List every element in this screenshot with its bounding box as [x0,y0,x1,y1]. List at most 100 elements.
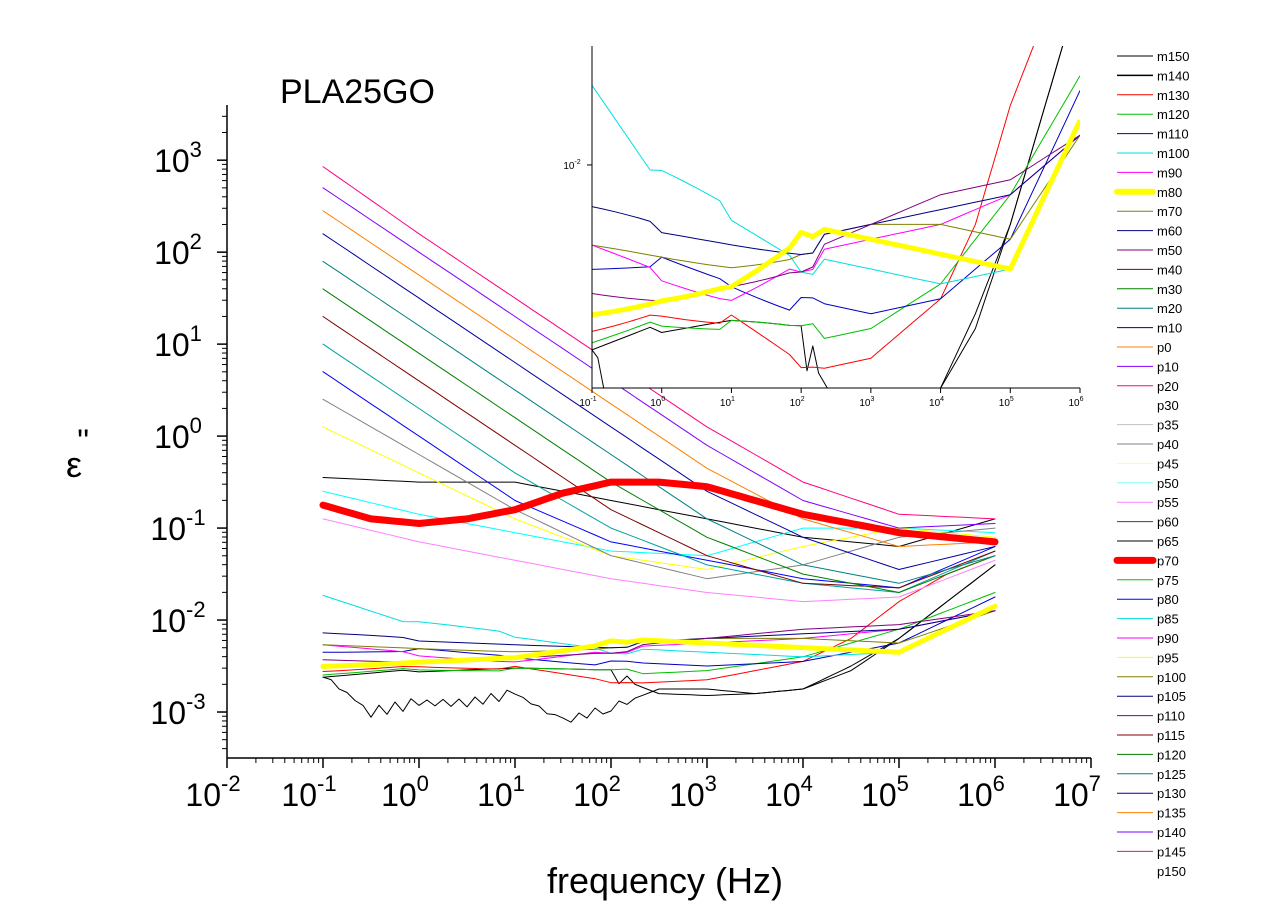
legend-item-p100: p100 [1117,670,1186,685]
series-line-m110 [322,596,996,667]
legend-label: m130 [1157,88,1190,103]
legend-item-m70: m70 [1117,204,1182,219]
legend-item-m60: m60 [1117,224,1182,239]
series-line-p80 [322,371,996,589]
legend-label: m50 [1157,243,1182,258]
y-tick-exponent: 0 [190,413,202,438]
series-line-p70 [319,478,999,546]
legend-label: p85 [1157,612,1179,627]
legend-item-p0: p0 [1117,340,1171,355]
inset-series-line-m150 [592,46,1064,388]
y-axis-label-primes: '' [77,423,89,459]
x-tick-exponent: 3 [705,771,717,796]
x-tick-exponent: 6 [993,771,1005,796]
series-line-p40 [322,398,996,580]
inset-x-tick-exponent: 6 [1080,396,1084,403]
legend-label: p130 [1157,786,1186,801]
legend-label: m20 [1157,301,1182,316]
legend-label: p110 [1157,709,1185,724]
x-tick-exponent: 7 [1089,771,1101,796]
series-line-m90 [322,610,996,663]
legend-item-m10: m10 [1117,321,1182,336]
legend-label: m70 [1157,204,1182,219]
y-tick-label: 101 [154,321,202,363]
legend-item-p115: p115 [1117,728,1185,743]
inset-x-tick-exponent: -1 [590,396,596,403]
legend-label: p125 [1157,767,1186,782]
inset-y-tick-exponent: -2 [574,159,580,166]
series-line-p130 [322,233,996,570]
inset-x-tick-exponent: 3 [870,396,874,403]
x-tick-exponent: 5 [897,771,909,796]
y-tick-label: 102 [154,229,202,271]
x-axis-label: frequency (Hz) [547,860,783,901]
series-line-m150 [322,564,996,723]
inset-series-line-m140 [592,46,1064,388]
legend-label: p40 [1157,437,1179,452]
y-tick-label: 10-2 [150,597,205,639]
inset-series-line-m110 [592,90,1080,315]
legend-item-p40: p40 [1117,437,1179,452]
legend-item-m40: m40 [1117,262,1182,277]
series-line-m80 [320,603,998,669]
legend-label: p105 [1157,689,1186,704]
inset-series-line-m100 [592,85,1080,285]
x-tick-exponent: -2 [221,771,241,796]
legend-label: p145 [1157,844,1186,859]
x-tick-label: 102 [573,771,621,813]
legend-item-p65: p65 [1117,534,1179,549]
series-line-m120 [322,592,996,676]
x-tick-label: 10-1 [281,771,336,813]
legend-item-m100: m100 [1117,146,1190,161]
inset-x-tick-label: 105 [999,396,1014,409]
legend-item-p70: p70 [1113,553,1179,568]
series-line-p65 [322,477,996,547]
legend-item-m90: m90 [1117,165,1182,180]
x-tick-label: 104 [765,771,813,813]
legend-item-p110: p110 [1117,709,1185,724]
series-line-p95 [322,343,996,593]
legend-label: p90 [1157,631,1179,646]
inset-x-tick-label: 101 [720,396,735,409]
legend-item-p55: p55 [1117,495,1179,510]
legend-label: p10 [1157,359,1179,374]
y-tick-exponent: 1 [190,321,202,346]
x-tick-label: 106 [957,771,1005,813]
legend-item-p75: p75 [1117,573,1179,588]
legend-label: m90 [1157,165,1182,180]
inset-x-tick-exponent: 4 [940,396,944,403]
y-tick-label: 100 [154,413,202,455]
inset-x-tick-label: 102 [790,396,805,409]
legend-label: m30 [1157,282,1182,297]
inset-series-line-m120 [592,75,1080,344]
inset-x-tick-label: 106 [1068,396,1083,409]
x-tick-exponent: 2 [609,771,621,796]
legend-label: p150 [1157,864,1186,879]
legend-label: m10 [1157,321,1182,336]
y-tick-exponent: 2 [190,229,202,254]
legend-label: p70 [1157,553,1179,568]
inset-x-tick-label: 104 [929,396,944,409]
legend-item-p60: p60 [1117,515,1179,530]
legend-item-p35: p35 [1117,418,1179,433]
legend-item-m140: m140 [1117,68,1190,83]
legend-item-p120: p120 [1117,747,1186,762]
inset-x-tick-exponent: 0 [661,396,665,403]
legend-item-p90: p90 [1117,631,1179,646]
legend-item-m130: m130 [1117,88,1190,103]
legend-item-p50: p50 [1117,476,1179,491]
y-tick-label: 103 [154,137,202,179]
inset-x-tick-label: 100 [650,396,665,409]
legend-item-m20: m20 [1117,301,1182,316]
legend-item-p30: p30 [1117,398,1179,413]
legend-item-p85: p85 [1117,612,1179,627]
y-axis-label: ε '' [66,423,89,485]
chart-title: PLA25GO [280,73,435,111]
series-line-p120 [322,260,996,584]
inset-x-tick-exponent: 5 [1010,396,1014,403]
inset-series-line-m90 [592,134,1080,301]
inset-x-tick-exponent: 1 [731,396,735,403]
series-line-p45 [322,426,996,570]
